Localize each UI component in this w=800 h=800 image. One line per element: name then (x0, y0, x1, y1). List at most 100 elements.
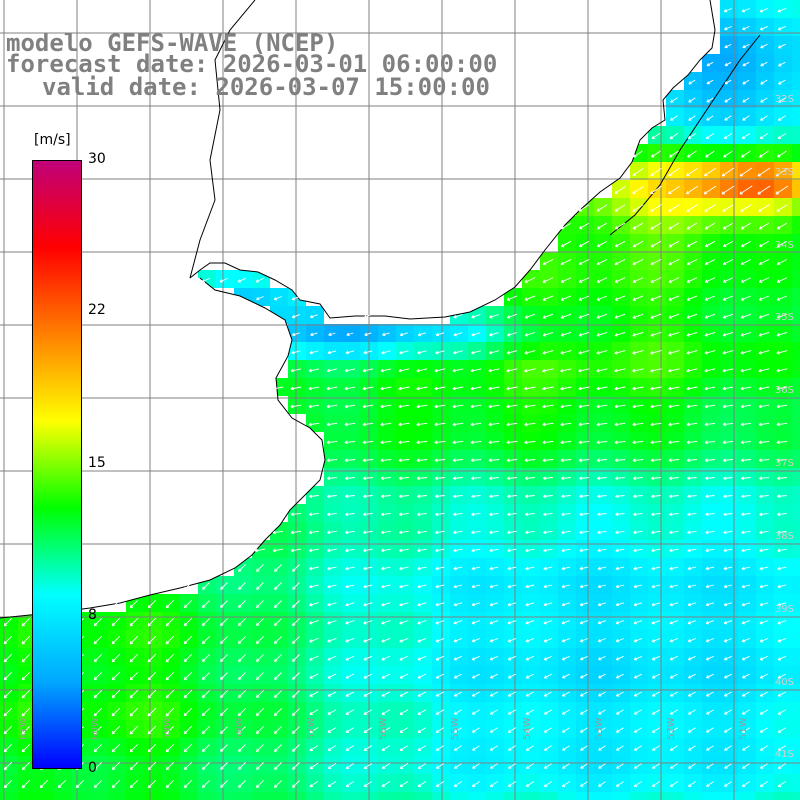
wind-arrow (471, 691, 480, 697)
wind-cell (702, 594, 720, 612)
wind-arrow (778, 43, 786, 49)
wind-arrow (543, 727, 552, 733)
wind-arrow (327, 494, 337, 499)
wind-arrow (561, 602, 571, 607)
wind-cell (342, 630, 360, 648)
wind-cell (558, 612, 576, 630)
wind-arrow (723, 584, 733, 589)
wind-arrow (578, 368, 590, 373)
wind-cell (738, 558, 756, 576)
wind-arrow (632, 368, 644, 373)
wind-arrow (399, 691, 409, 697)
wind-arrow (776, 404, 788, 409)
wind-arrow (129, 653, 139, 663)
wind-arrow (580, 709, 588, 715)
wind-cell (522, 468, 540, 486)
wind-arrow (634, 745, 642, 751)
wind-arrow (453, 494, 463, 499)
wind-arrow (542, 350, 554, 355)
wind-arrow (21, 707, 31, 717)
wind-cell (720, 324, 738, 342)
wind-arrow (471, 530, 481, 535)
wind-arrow (471, 673, 480, 679)
wind-arrow (490, 763, 498, 769)
wind-arrow (291, 726, 300, 735)
wind-cell (756, 630, 774, 648)
wind-cell (450, 486, 468, 504)
wind-arrow (308, 494, 319, 499)
wind-cell (522, 360, 540, 378)
wind-arrow (488, 386, 500, 391)
wind-cell (414, 594, 432, 612)
wind-cell (594, 612, 612, 630)
wind-cell (738, 270, 756, 288)
wind-arrow (687, 602, 697, 607)
wind-cell (414, 414, 432, 432)
wind-arrow (596, 386, 608, 391)
wind-arrow (398, 458, 410, 463)
wind-cell (522, 648, 540, 666)
wind-arrow (345, 637, 355, 643)
wind-arrow (21, 761, 31, 771)
wind-arrow (740, 331, 752, 337)
wind-arrow (543, 566, 553, 571)
wind-arrow (506, 332, 517, 337)
wind-arrow (434, 368, 446, 373)
wind-arrow (111, 761, 121, 771)
wind-arrow (741, 530, 751, 535)
wind-cell (756, 504, 774, 522)
wind-cell (468, 414, 486, 432)
wind-cell (720, 486, 738, 504)
wind-arrow (309, 655, 319, 661)
wind-arrow (705, 638, 714, 643)
wind-cell (432, 504, 450, 522)
wind-arrow (596, 440, 608, 445)
wind-cell (666, 648, 684, 666)
wind-arrow (507, 655, 516, 661)
wind-arrow (417, 763, 426, 769)
wind-arrow (57, 779, 67, 789)
wind-arrow (292, 762, 300, 770)
wind-arrow (669, 727, 678, 733)
wind-cell (684, 396, 702, 414)
wind-cell (414, 792, 432, 800)
wind-arrow (759, 727, 768, 733)
wind-arrow (688, 781, 696, 787)
wind-arrow (704, 368, 716, 373)
wind-arrow (256, 582, 264, 590)
wind-arrow (165, 725, 175, 735)
wind-arrow (470, 404, 482, 409)
wind-arrow (669, 584, 679, 589)
wind-arrow (507, 584, 517, 589)
wind-cell (720, 522, 738, 540)
wind-cell (720, 396, 738, 414)
wind-arrow (686, 404, 698, 409)
wind-arrow (705, 512, 715, 517)
wind-cell (774, 396, 792, 414)
wind-cell (504, 378, 522, 396)
wind-cell (486, 666, 504, 684)
wind-cell (324, 648, 342, 666)
colorbar-unit: [m/s] (34, 132, 71, 148)
wind-cell (612, 324, 630, 342)
wind-cell (540, 270, 558, 288)
wind-cell (342, 792, 360, 800)
wind-arrow (363, 350, 373, 355)
wind-cell (612, 432, 630, 450)
wind-cell (306, 612, 324, 630)
wind-arrow (739, 185, 753, 195)
wind-cell (792, 0, 800, 18)
wind-cell (594, 360, 612, 378)
wind-arrow (542, 386, 554, 391)
wind-arrow (650, 185, 662, 195)
wind-cell (594, 504, 612, 522)
wind-cell (414, 486, 432, 504)
wind-cell (378, 432, 396, 450)
wind-cell (666, 270, 684, 288)
wind-arrow (272, 530, 284, 535)
wind-cell (450, 450, 468, 468)
wind-cell (288, 540, 306, 558)
wind-arrow (525, 727, 535, 733)
wind-arrow (758, 458, 770, 463)
wind-cell (684, 306, 702, 324)
